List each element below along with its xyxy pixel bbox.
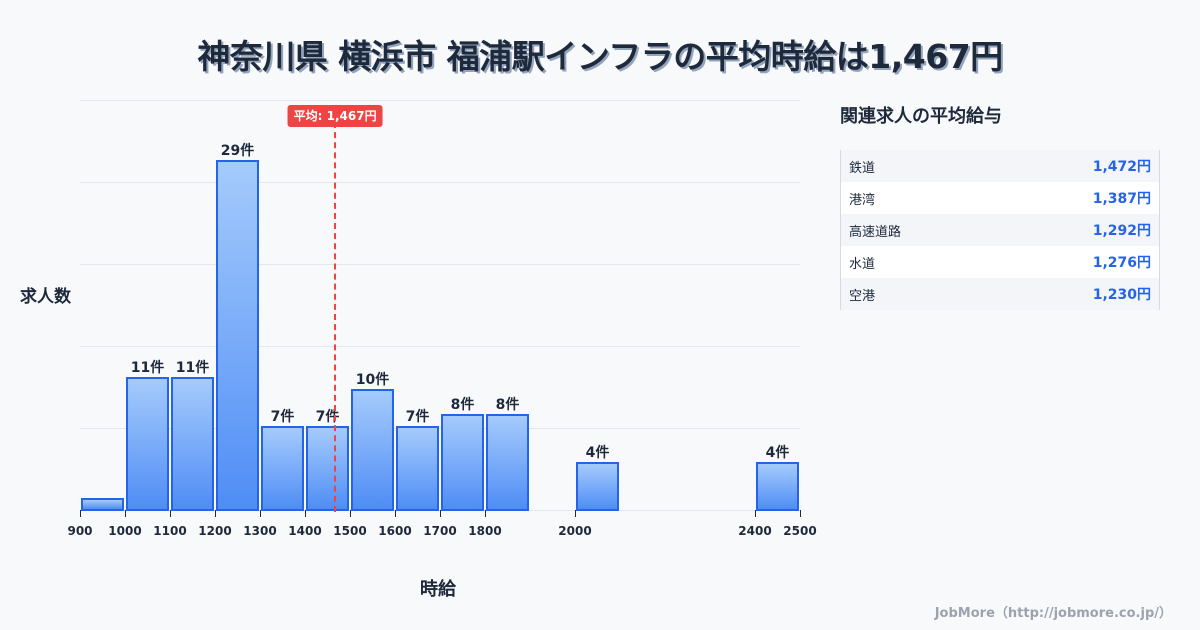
average-wage: 1,472円 [1092, 159, 1151, 175]
histogram-bar [171, 377, 214, 511]
gridline [80, 182, 800, 183]
x-tick [485, 510, 486, 517]
category-name: 鉄道 [849, 160, 876, 176]
category-name: 港湾 [849, 192, 876, 208]
x-tick-label: 1100 [153, 524, 187, 538]
gridline [80, 346, 800, 347]
x-tick-label: 2400 [738, 524, 772, 538]
average-wage: 1,387円 [1092, 191, 1151, 207]
histogram-bar [306, 425, 349, 511]
bar-count-label: 10件 [355, 372, 390, 389]
average-wage: 1,230円 [1092, 287, 1151, 303]
category-name: 空港 [849, 288, 876, 304]
x-tick-label: 900 [67, 524, 93, 538]
salary-row: 港湾 1,387円 [841, 182, 1159, 214]
x-tick-label: 2500 [783, 524, 817, 538]
x-tick-label: 1700 [423, 524, 457, 538]
x-tick-label: 2000 [558, 524, 592, 538]
x-tick [170, 510, 171, 517]
x-tick [305, 510, 306, 517]
histogram-chart: 求人数 時給 11件 11件 29件 7件 7件 10件 7件 8件 8件 4件 4件 900 1000… [20, 100, 817, 600]
average-badge: 平均: 1,467円 [287, 105, 383, 127]
bar-count-label: 29件 [220, 143, 255, 160]
y-axis-label: 求人数 [20, 287, 71, 307]
x-tick-label: 1400 [288, 524, 322, 538]
related-salaries-panel: 関連求人の平均給与 鉄道 1,472円 港湾 1,387円 高速道路 1,292… [840, 102, 1160, 310]
gridline [80, 428, 800, 429]
related-salaries-table: 鉄道 1,472円 港湾 1,387円 高速道路 1,292円 水道 1,276… [840, 150, 1160, 310]
salary-row: 鉄道 1,472円 [841, 150, 1159, 182]
salary-row: 水道 1,276円 [841, 246, 1159, 278]
average-wage: 1,292円 [1092, 223, 1151, 239]
x-tick-label: 1300 [243, 524, 277, 538]
x-tick-label: 1600 [378, 524, 412, 538]
category-name: 高速道路 [849, 224, 902, 240]
bar-count-label: 11件 [130, 360, 165, 377]
x-tick [440, 510, 441, 517]
source-credit: JobMore（http://jobmore.co.jp/） [934, 606, 1172, 621]
x-tick [260, 510, 261, 517]
salary-row: 高速道路 1,292円 [841, 214, 1159, 246]
histogram-bar [261, 425, 304, 511]
x-tick [800, 510, 801, 517]
x-tick-label: 1200 [198, 524, 232, 538]
histogram-bar [756, 461, 799, 511]
histogram-bar [576, 461, 619, 511]
x-tick [395, 510, 396, 517]
bar-count-label: 8件 [495, 396, 520, 413]
bar-count-label: 7件 [315, 408, 340, 425]
histogram-bar [351, 389, 394, 511]
histogram-bar [126, 377, 169, 511]
category-name: 水道 [849, 256, 876, 272]
x-tick [125, 510, 126, 517]
related-salaries-title: 関連求人の平均給与 [840, 106, 1002, 127]
x-tick [350, 510, 351, 517]
page-title: 神奈川県 横浜市 福浦駅インフラの平均時給は1,467円 [197, 37, 1003, 76]
bar-count-label: 7件 [405, 408, 430, 425]
bar-count-label: 7件 [270, 408, 295, 425]
histogram-bar [81, 497, 124, 511]
x-tick-label: 1000 [108, 524, 142, 538]
bar-count-label: 4件 [585, 444, 610, 461]
histogram-bar [396, 425, 439, 511]
gridline [80, 100, 800, 101]
average-wage: 1,276円 [1092, 255, 1151, 271]
histogram-bar [486, 413, 529, 511]
x-axis-label: 時給 [420, 579, 456, 600]
x-tick [80, 510, 81, 517]
bar-count-label: 4件 [765, 444, 790, 461]
gridline [80, 264, 800, 265]
x-tick [575, 510, 576, 517]
histogram-bar [216, 160, 259, 511]
average-line [334, 122, 337, 512]
bar-count-label: 8件 [450, 396, 475, 413]
x-tick-label: 1500 [333, 524, 367, 538]
x-tick [215, 510, 216, 517]
bar-count-label: 11件 [175, 360, 210, 377]
x-tick-label: 1800 [468, 524, 502, 538]
x-tick [755, 510, 756, 517]
salary-row: 空港 1,230円 [841, 278, 1159, 310]
histogram-bar [441, 413, 484, 511]
